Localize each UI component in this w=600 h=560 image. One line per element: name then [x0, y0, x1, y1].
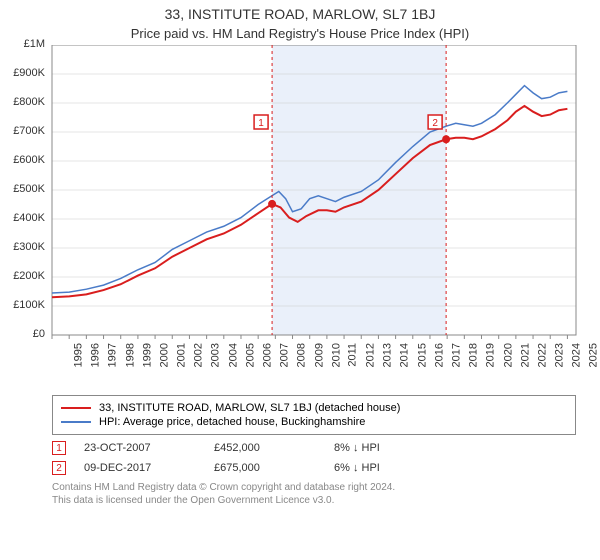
footer-line2: This data is licensed under the Open Gov…	[52, 494, 576, 507]
svg-text:1: 1	[258, 118, 264, 129]
y-tick-label: £300K	[0, 241, 45, 253]
x-tick-label: 2014	[399, 343, 411, 367]
x-tick-label: 1997	[107, 343, 119, 367]
x-tick-label: 2016	[433, 343, 445, 367]
x-tick-label: 2009	[313, 343, 325, 367]
page-subtitle: Price paid vs. HM Land Registry's House …	[0, 22, 600, 45]
x-tick-label: 2010	[330, 343, 342, 367]
x-tick-label: 2012	[365, 343, 377, 367]
transaction-price: £675,000	[214, 462, 334, 474]
transaction-diff: 8% ↓ HPI	[334, 442, 380, 454]
x-tick-label: 2018	[468, 343, 480, 367]
svg-text:2: 2	[432, 118, 438, 129]
y-tick-label: £400K	[0, 212, 45, 224]
transaction-row: 2 09-DEC-2017£675,0006% ↓ HPI	[52, 461, 600, 475]
y-tick-label: £500K	[0, 183, 45, 195]
x-tick-label: 2002	[193, 343, 205, 367]
footer: Contains HM Land Registry data © Crown c…	[52, 481, 576, 507]
x-tick-label: 2025	[588, 343, 600, 367]
y-tick-label: £900K	[0, 67, 45, 79]
x-tick-label: 1995	[72, 343, 84, 367]
legend-item: 33, INSTITUTE ROAD, MARLOW, SL7 1BJ (det…	[61, 402, 567, 414]
y-tick-label: £0	[0, 328, 45, 340]
x-tick-label: 2000	[158, 343, 170, 367]
page-title: 33, INSTITUTE ROAD, MARLOW, SL7 1BJ	[0, 0, 600, 22]
transaction-date: 23-OCT-2007	[84, 442, 214, 454]
x-tick-label: 2023	[554, 343, 566, 367]
x-tick-label: 2004	[227, 343, 239, 367]
transaction-row: 1 23-OCT-2007£452,0008% ↓ HPI	[52, 441, 600, 455]
transaction-marker: 1	[52, 441, 66, 455]
legend-label: 33, INSTITUTE ROAD, MARLOW, SL7 1BJ (det…	[99, 402, 400, 414]
transaction-price: £452,000	[214, 442, 334, 454]
transactions-list: 1 23-OCT-2007£452,0008% ↓ HPI 2 09-DEC-2017…	[0, 441, 600, 475]
x-tick-label: 2013	[382, 343, 394, 367]
y-tick-label: £1M	[0, 38, 45, 50]
x-tick-label: 2011	[347, 343, 359, 367]
y-tick-label: £700K	[0, 125, 45, 137]
y-tick-label: £600K	[0, 154, 45, 166]
x-tick-label: 2019	[485, 343, 497, 367]
x-tick-label: 2022	[536, 343, 548, 367]
legend-swatch	[61, 407, 91, 409]
x-tick-label: 2006	[261, 343, 273, 367]
x-tick-label: 2005	[244, 343, 256, 367]
x-tick-label: 1996	[90, 343, 102, 367]
x-tick-label: 1999	[141, 343, 153, 367]
x-tick-label: 2003	[210, 343, 222, 367]
transaction-diff: 6% ↓ HPI	[334, 462, 380, 474]
x-tick-label: 2024	[571, 343, 583, 367]
x-tick-label: 2001	[176, 343, 188, 367]
x-tick-label: 2008	[296, 343, 308, 367]
x-tick-label: 2020	[502, 343, 514, 367]
chart: 1 2 £0 £100K £200K £300K £400K £500K £600K £700K £…	[0, 45, 600, 385]
x-tick-label: 2017	[450, 343, 462, 367]
y-tick-label: £800K	[0, 96, 45, 108]
transaction-date: 09-DEC-2017	[84, 462, 214, 474]
footer-line1: Contains HM Land Registry data © Crown c…	[52, 481, 576, 494]
legend-label: HPI: Average price, detached house, Buck…	[99, 416, 365, 428]
legend-swatch	[61, 421, 91, 423]
x-tick-label: 2015	[416, 343, 428, 367]
legend: 33, INSTITUTE ROAD, MARLOW, SL7 1BJ (det…	[52, 395, 576, 435]
transaction-marker: 2	[52, 461, 66, 475]
legend-item: HPI: Average price, detached house, Buck…	[61, 416, 567, 428]
x-tick-label: 1998	[124, 343, 136, 367]
x-tick-label: 2007	[279, 343, 291, 367]
y-tick-label: £100K	[0, 299, 45, 311]
x-tick-label: 2021	[519, 343, 531, 367]
y-tick-label: £200K	[0, 270, 45, 282]
